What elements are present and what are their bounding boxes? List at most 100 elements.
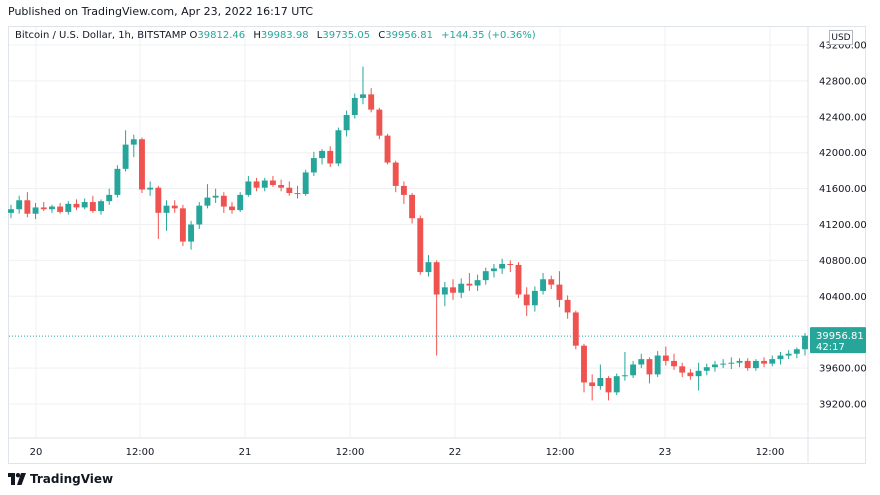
candle (245, 176, 252, 197)
candle (16, 195, 23, 214)
candle-body (204, 197, 211, 206)
candle-body (425, 262, 432, 273)
candle-body (589, 382, 596, 387)
candle (229, 202, 235, 214)
candle (605, 376, 612, 401)
candle-body (564, 299, 571, 313)
candle (400, 181, 407, 204)
candle-body (8, 209, 14, 213)
candle (531, 286, 538, 312)
candle (491, 263, 497, 278)
candle (310, 151, 317, 177)
candle-body (491, 268, 497, 272)
candle-body (720, 363, 727, 365)
candle (433, 260, 440, 356)
candle (589, 374, 596, 401)
candle-body (752, 360, 759, 369)
candle-body (89, 202, 96, 212)
candle (98, 199, 104, 215)
candle-body (687, 372, 694, 377)
candle-body (122, 144, 129, 169)
candle-body (81, 202, 88, 208)
candle-body (777, 355, 784, 360)
candle (163, 200, 170, 231)
candle (269, 176, 276, 187)
candle-body (400, 185, 407, 195)
candle (376, 107, 383, 140)
candle-body (139, 139, 145, 190)
candle (351, 93, 358, 119)
candle (409, 193, 416, 224)
candle (65, 201, 72, 215)
candle (499, 258, 506, 274)
candle (40, 202, 47, 212)
candle-body (793, 349, 800, 354)
price-axis-tick-label: 41200.00 (819, 220, 867, 231)
candle (24, 192, 31, 218)
time-axis-tick-label: 21 (239, 447, 252, 458)
candle (155, 185, 162, 239)
candle (540, 272, 547, 295)
candle-body (638, 359, 645, 365)
price-axis-tick-label: 43200.00 (819, 41, 867, 52)
candle (327, 146, 334, 168)
candle-body (319, 150, 325, 159)
candle (343, 110, 350, 137)
candle-body (278, 185, 285, 188)
candle-body (458, 283, 465, 293)
candle (646, 357, 653, 384)
candle (581, 343, 587, 393)
candle (179, 204, 186, 247)
candle (630, 360, 637, 378)
candle-body (597, 377, 604, 387)
candle-body (654, 355, 661, 375)
candle (147, 181, 154, 196)
candle (515, 262, 522, 299)
candle (171, 200, 178, 213)
candle-body (548, 279, 555, 285)
candle-body (531, 290, 538, 306)
candle-body (802, 335, 808, 350)
candle-body (605, 377, 612, 393)
candle (73, 199, 80, 211)
candle-body (466, 283, 473, 286)
candle-body (450, 287, 456, 293)
candle (548, 275, 555, 290)
candle-body (196, 205, 203, 225)
candle (261, 177, 268, 192)
candle-body (73, 203, 80, 208)
candle (638, 353, 645, 369)
candle-body (245, 181, 252, 195)
candle (417, 215, 424, 275)
candle-body (253, 181, 260, 188)
candle (785, 350, 792, 360)
candle-body (712, 364, 718, 368)
chart-frame (8, 26, 866, 464)
candle (294, 185, 301, 199)
candle (188, 220, 195, 250)
high-label: H (253, 30, 261, 41)
candle-body (474, 280, 481, 286)
price-axis-tick-label: 40400.00 (819, 292, 867, 303)
candle (466, 272, 473, 291)
symbol-title: Bitcoin / U.S. Dollar, 1h, BITSTAMP (15, 30, 187, 41)
candle-body (613, 376, 620, 393)
candle-body (695, 370, 702, 377)
time-axis-tick-label: 12:00 (336, 447, 365, 458)
candle-body (155, 187, 162, 213)
tradingview-logo[interactable]: TradingView (8, 472, 113, 486)
candle-body (98, 201, 104, 212)
candle-body (302, 172, 309, 194)
last-price-value: 39956.81 (816, 331, 864, 342)
candle (671, 353, 677, 370)
candle (220, 192, 227, 213)
candle (335, 127, 342, 167)
candle-body (507, 263, 514, 265)
candle-body (671, 360, 677, 367)
candle (302, 169, 309, 196)
candle-body (24, 200, 31, 214)
currency-button[interactable]: USD (829, 30, 853, 45)
candle-body (703, 367, 710, 371)
candle-body (48, 206, 55, 210)
